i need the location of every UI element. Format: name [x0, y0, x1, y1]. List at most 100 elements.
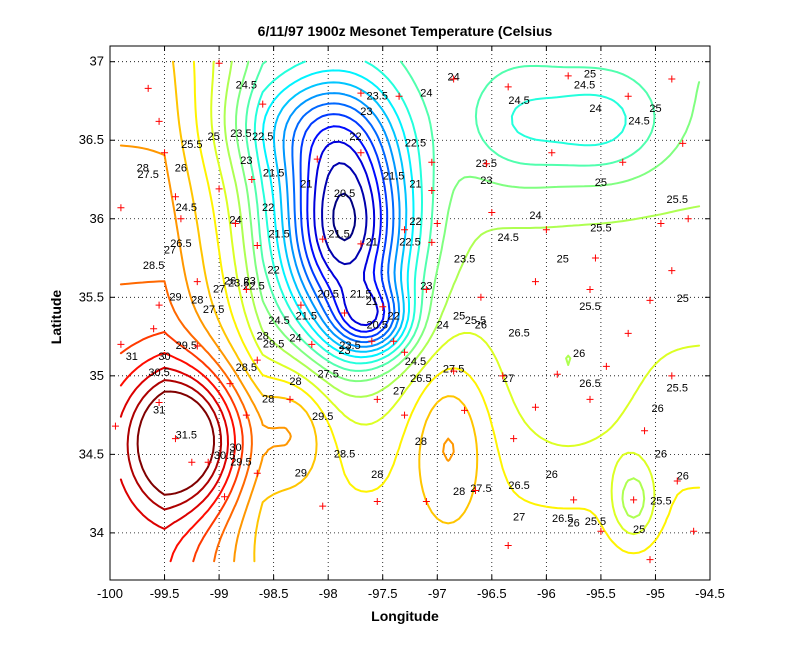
contour-value-label: 21.5 [296, 310, 317, 322]
contour-value-label: 24.5 [268, 315, 289, 327]
station-marker [673, 477, 681, 485]
contour-value-label: 29 [295, 467, 307, 479]
contour-value-label: 22 [262, 202, 274, 214]
contour-line [245, 60, 656, 372]
contour-value-label: 28.5 [236, 362, 257, 374]
contour-value-label: 28 [371, 469, 383, 481]
station-marker [477, 293, 485, 301]
station-marker [597, 527, 605, 535]
plot-frame [109, 45, 711, 581]
station-marker [586, 395, 594, 403]
contour-value-label: 28 [415, 436, 427, 448]
contour-line [291, 102, 396, 344]
station-marker [373, 395, 381, 403]
station-marker [319, 502, 327, 510]
x-tick-label: -95 [646, 586, 665, 601]
contour-value-label: 28.5 [143, 260, 164, 272]
station-marker [395, 92, 403, 100]
contour-value-label: 24 [289, 332, 301, 344]
station-marker [504, 83, 512, 91]
contour-value-label: 26 [546, 469, 558, 481]
contour-value-label: 22 [268, 265, 280, 277]
station-marker [215, 185, 223, 193]
contour-value-label: 22.5 [252, 131, 273, 143]
station-marker [177, 215, 185, 223]
contour-line [126, 379, 223, 511]
station-marker [390, 337, 398, 345]
station-marker [488, 208, 496, 216]
station-marker [564, 72, 572, 80]
contour-value-label: 24.5 [497, 232, 518, 244]
contour-value-label: 24 [529, 210, 541, 222]
contour-value-label: 25.5 [650, 496, 671, 508]
station-marker [150, 325, 158, 333]
contour-lines [119, 60, 701, 563]
station-marker [401, 226, 409, 234]
station-marker [433, 219, 441, 227]
y-tick-label: 35.5 [79, 289, 104, 304]
contour-value-label: 24 [589, 103, 601, 115]
x-tick-label: -99.5 [150, 586, 180, 601]
station-marker [357, 240, 365, 248]
contour-value-label: 25.5 [667, 383, 688, 395]
station-marker [155, 301, 163, 309]
contour-value-label: 27.5 [317, 368, 338, 380]
station-marker [586, 285, 594, 293]
chart-title: 6/11/97 1900z Mesonet Temperature (Celsi… [258, 23, 553, 39]
station-marker [111, 422, 119, 430]
station-marker [570, 496, 578, 504]
contour-value-label: 24.5 [236, 79, 257, 91]
contour-value-label: 28.5 [334, 448, 355, 460]
contour-value-label: 28 [262, 394, 274, 406]
contour-value-label: 25.5 [465, 315, 486, 327]
contour-line [332, 192, 357, 242]
station-marker [428, 158, 436, 166]
station-marker [231, 219, 239, 227]
contour-value-label: 21 [300, 178, 312, 190]
contour-line [136, 390, 215, 496]
station-marker [259, 100, 267, 108]
contour-value-label: 31 [126, 351, 138, 363]
contour-value-label: 22 [409, 216, 421, 228]
contour-value-label: 20.5 [334, 188, 355, 200]
contour-value-label: 24 [437, 320, 449, 332]
station-marker [155, 117, 163, 125]
station-marker [428, 238, 436, 246]
contour-value-label: 31.5 [176, 430, 197, 442]
station-marker [690, 527, 698, 535]
contour-value-label: 26.5 [170, 238, 191, 250]
station-marker [155, 399, 163, 407]
contour-value-label: 27 [213, 284, 225, 296]
contour-value-label: 21.5 [268, 229, 289, 241]
contour-value-label: 23.5 [367, 90, 388, 102]
contour-value-label: 27 [164, 244, 176, 256]
contour-value-label: 22.5 [399, 236, 420, 248]
contour-line [119, 352, 237, 563]
station-marker [668, 267, 676, 275]
contour-value-label: 23 [360, 106, 372, 118]
contour-value-label: 26.5 [508, 328, 529, 340]
contour-value-label: 20.5 [317, 288, 338, 300]
station-marker [379, 303, 387, 311]
contour-value-label: 26 [573, 348, 585, 360]
station-marker [357, 89, 365, 97]
contour-line [223, 60, 701, 519]
station-marker [221, 493, 229, 501]
x-tick-label: -94.5 [695, 586, 725, 601]
contour-value-label: 20.5 [367, 320, 388, 332]
station-marker [226, 380, 234, 388]
station-marker [242, 411, 250, 419]
station-marker [450, 75, 458, 83]
y-axis-ticks: 34 34.5 35 35.5 36 36.5 37 [79, 54, 710, 540]
contour-value-label: 27.5 [203, 304, 224, 316]
contour-value-label: 23.5 [228, 277, 249, 289]
contour-value-label: 25 [633, 524, 645, 536]
contour-value-label: 28 [257, 331, 269, 343]
station-marker [619, 158, 627, 166]
contour-value-label: 23 [244, 276, 256, 288]
contour-value-label: 29.5 [230, 456, 251, 468]
contour-value-label: 24.5 [176, 202, 197, 214]
station-marker [668, 75, 676, 83]
x-tick-label: -99 [210, 586, 229, 601]
